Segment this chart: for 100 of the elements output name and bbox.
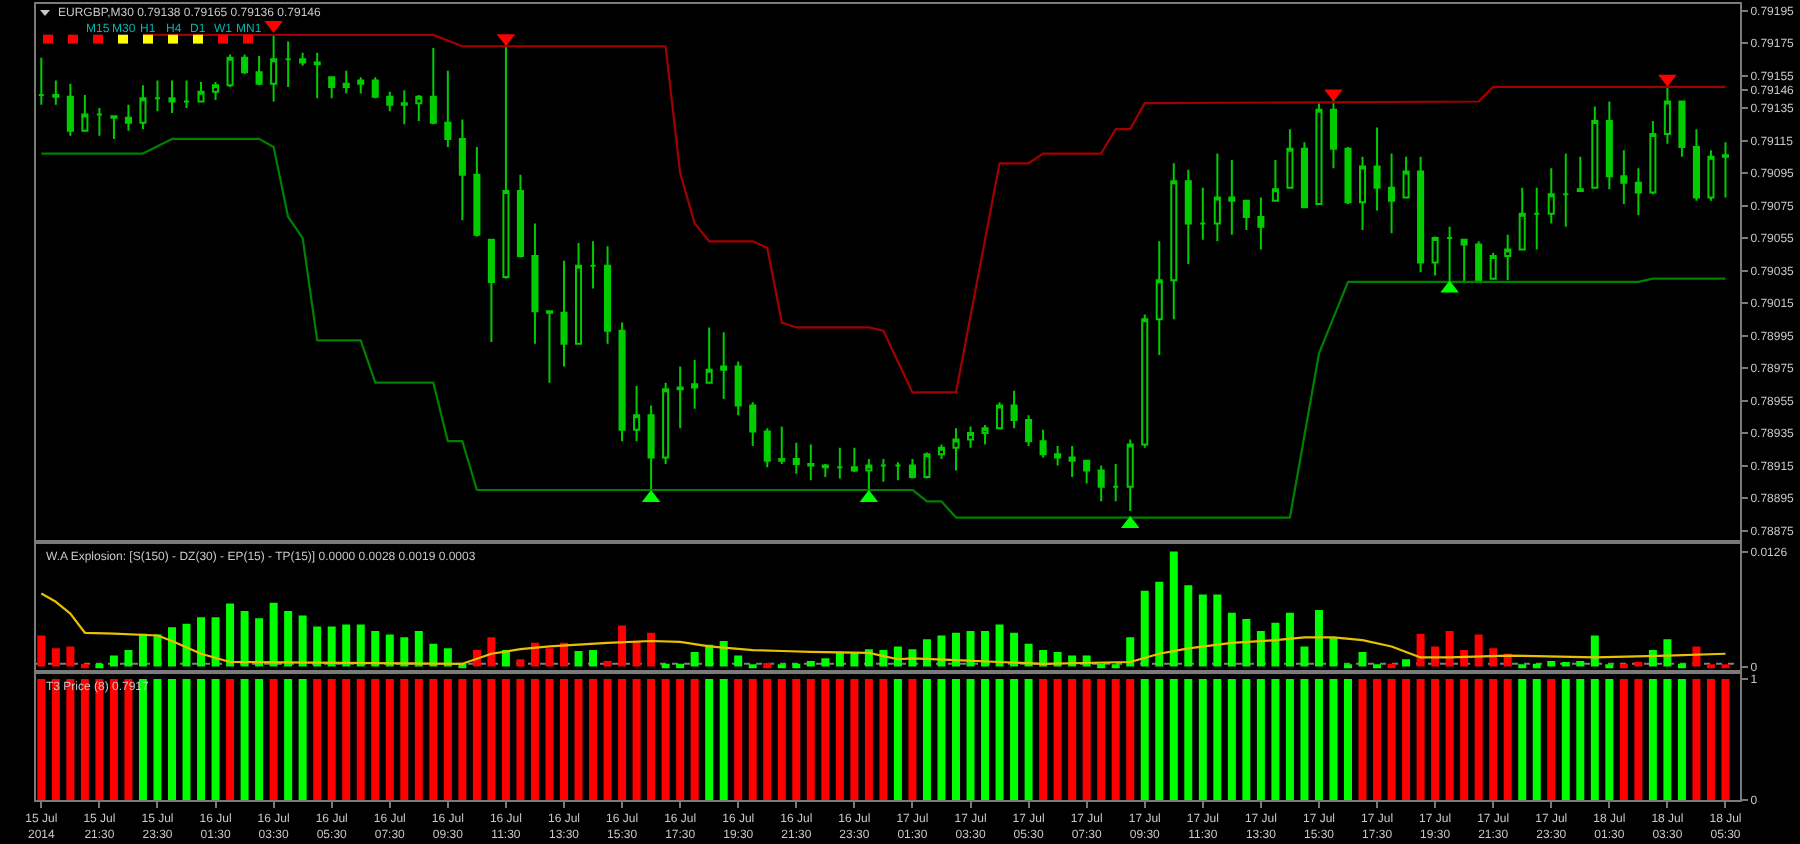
candlestick <box>1591 105 1599 189</box>
candlestick <box>168 79 176 114</box>
candlestick <box>1315 102 1323 205</box>
bar <box>1256 630 1265 667</box>
candlestick <box>1170 162 1178 321</box>
line-series <box>141 33 1727 394</box>
candlestick <box>1721 141 1730 199</box>
bar <box>1576 661 1585 667</box>
candlestick <box>952 427 960 472</box>
bar <box>937 635 946 667</box>
candlestick <box>124 103 132 132</box>
candlestick <box>633 384 641 443</box>
candlestick <box>1373 126 1381 212</box>
candlestick <box>1518 186 1526 251</box>
candlestick <box>749 401 757 448</box>
bar <box>589 650 598 667</box>
candlestick <box>589 240 597 290</box>
bar <box>255 618 264 667</box>
candlestick <box>647 404 655 491</box>
candlestick <box>1504 233 1512 282</box>
candlestick <box>1286 128 1294 189</box>
bar <box>574 651 583 667</box>
bar <box>1126 637 1135 667</box>
candlestick <box>1097 464 1105 503</box>
bar <box>197 617 206 667</box>
bar <box>487 637 496 667</box>
candlestick <box>1605 100 1613 191</box>
candlestick <box>662 381 670 465</box>
candlestick <box>284 40 292 88</box>
candlestick <box>604 245 612 345</box>
candlestick <box>1562 152 1570 228</box>
candlestick <box>923 451 931 480</box>
candlestick <box>850 446 858 474</box>
candlestick <box>81 94 89 132</box>
bar <box>168 627 176 667</box>
candlestick <box>357 76 365 95</box>
bar <box>51 648 60 667</box>
candlestick <box>734 360 742 417</box>
candlestick <box>1068 445 1076 478</box>
candlestick <box>981 423 989 446</box>
bar <box>1271 622 1280 667</box>
bar <box>1213 594 1222 667</box>
candlestick <box>1489 251 1497 280</box>
bar <box>516 659 525 667</box>
candlestick <box>821 462 829 478</box>
candlestick <box>1112 462 1120 503</box>
bar <box>922 639 931 667</box>
candlestick <box>1329 97 1338 170</box>
candlestick <box>1620 149 1628 205</box>
bar <box>618 625 627 667</box>
bar <box>763 662 772 669</box>
candlestick <box>574 241 583 345</box>
candlestick <box>328 76 336 100</box>
candlestick <box>836 446 844 480</box>
candlestick <box>1228 159 1236 236</box>
candlestick <box>139 84 147 131</box>
bar <box>1329 637 1338 667</box>
bar <box>240 610 249 667</box>
bar <box>226 603 235 667</box>
candlestick <box>1446 225 1454 283</box>
candlestick <box>937 443 946 461</box>
candlestick <box>1199 186 1207 241</box>
candlestick <box>1663 85 1671 145</box>
candlestick <box>444 69 452 149</box>
candlestick <box>313 51 321 100</box>
bar <box>414 630 423 667</box>
candlestick <box>1184 168 1192 266</box>
candlestick <box>1475 240 1483 283</box>
bar <box>1184 585 1193 667</box>
bar <box>385 634 394 667</box>
bar <box>1140 590 1149 667</box>
candlestick <box>1576 155 1584 192</box>
bar <box>995 624 1004 667</box>
bar <box>1155 581 1164 667</box>
candlestick <box>1213 152 1221 243</box>
candlestick <box>299 51 307 67</box>
candlestick <box>1388 152 1396 235</box>
bar <box>647 632 656 667</box>
candlestick <box>52 79 60 106</box>
candlestick <box>1634 167 1642 217</box>
candlestick <box>1460 238 1468 283</box>
bar <box>1663 639 1672 667</box>
candlestick <box>110 115 118 140</box>
bar <box>806 661 815 667</box>
bar <box>1590 635 1599 667</box>
bar <box>37 635 46 667</box>
candlestick <box>458 118 466 222</box>
candlestick <box>153 79 162 113</box>
candlestick <box>1300 141 1308 209</box>
candlestick <box>371 76 379 100</box>
bar <box>560 642 568 667</box>
bar <box>1169 551 1178 667</box>
candlestick <box>1257 196 1265 251</box>
bar <box>1358 651 1367 667</box>
candlestick <box>1402 155 1410 199</box>
candlestick <box>1242 199 1250 231</box>
bar <box>850 652 859 667</box>
bar <box>530 642 539 667</box>
bar <box>313 626 322 667</box>
bar <box>400 637 409 667</box>
